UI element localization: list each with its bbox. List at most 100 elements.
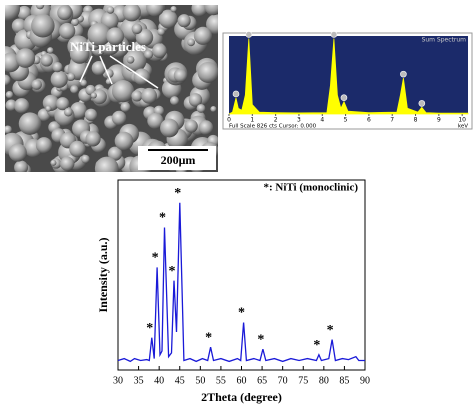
- peak-marker: *: [238, 306, 245, 321]
- particle: [17, 5, 32, 21]
- x-tick-label: 75: [298, 375, 308, 386]
- xrd-line: [117, 202, 365, 363]
- sem-image: NiTi particles 200μm: [5, 5, 218, 172]
- x-tick-label: 60: [237, 375, 247, 386]
- particle: [35, 5, 45, 10]
- peak-label-marker: [330, 31, 338, 38]
- x-tick-label: 1: [250, 117, 254, 124]
- x-tick-label: 3: [297, 117, 301, 124]
- particle: [107, 146, 123, 161]
- peak-marker: *: [174, 186, 181, 201]
- particle: [69, 44, 90, 64]
- y-axis-label: Intensity (a.u.): [96, 237, 110, 312]
- x-tick-label: 5: [344, 117, 348, 124]
- particle: [152, 43, 167, 58]
- particle: [173, 68, 188, 83]
- particle: [197, 61, 218, 83]
- arrows: [79, 55, 159, 89]
- peak-marker: *: [168, 264, 175, 279]
- arrow: [79, 55, 93, 83]
- x-tick-label: 40: [154, 375, 164, 386]
- particle: [63, 107, 73, 117]
- arrow: [99, 55, 113, 85]
- x-tick-label: 2: [274, 117, 278, 124]
- particle: [14, 98, 30, 114]
- particle: [106, 6, 115, 14]
- x-tick-label: 8: [414, 117, 418, 124]
- particle: [111, 110, 127, 126]
- particle: [191, 5, 208, 17]
- legend-note: *: NiTi (monoclinic): [263, 182, 358, 194]
- particle: [47, 47, 54, 54]
- particle: [57, 5, 72, 21]
- peak-marker: *: [152, 251, 159, 266]
- particle: [193, 26, 213, 45]
- particle: [184, 119, 198, 133]
- particle: [131, 90, 143, 102]
- particle: [198, 120, 214, 135]
- arrow: [109, 55, 159, 89]
- particle: [5, 125, 12, 134]
- particle: [141, 87, 157, 104]
- particle: [85, 131, 101, 147]
- particle: [114, 131, 134, 151]
- particle: [90, 92, 97, 99]
- particle: [67, 72, 76, 81]
- particle: [143, 49, 154, 59]
- particle: [158, 9, 178, 29]
- particle: [196, 103, 206, 113]
- particle: [15, 48, 36, 68]
- peak-marker: *: [257, 332, 264, 347]
- peak-marker: *: [327, 323, 334, 338]
- eds-title: Sum Spectrum: [422, 37, 467, 44]
- particle: [123, 49, 147, 73]
- particle: [188, 93, 203, 107]
- x-tick-label: 7: [390, 117, 394, 124]
- x-axis-label: 2Theta (degree): [201, 390, 282, 404]
- x-tick-label: 35: [134, 375, 144, 386]
- peak-marker: *: [159, 211, 166, 226]
- particle: [177, 14, 191, 28]
- particle: [80, 79, 88, 87]
- x-tick-label: 50: [195, 375, 205, 386]
- x-tick-label: 55: [216, 375, 226, 386]
- particle: [50, 70, 68, 88]
- peak-label-marker: [400, 70, 407, 78]
- particle: [5, 99, 18, 112]
- particle: [31, 13, 55, 38]
- x-tick-label: 4: [320, 117, 324, 124]
- peak-label-marker: [340, 94, 348, 102]
- particle: [122, 5, 141, 22]
- peak-label-marker: [232, 90, 240, 98]
- particle: [8, 143, 27, 162]
- peak-marker: *: [205, 330, 212, 345]
- particle: [94, 156, 119, 172]
- x-tick-label: 85: [339, 375, 349, 386]
- peak-label-marker: [245, 31, 253, 38]
- particle: [106, 27, 125, 46]
- x-tick-label: 65: [257, 375, 267, 386]
- eds-spectrum: [228, 38, 469, 115]
- particle: [131, 23, 143, 35]
- particle: [14, 160, 29, 172]
- particle: [59, 156, 75, 171]
- x-tick-label: 6: [367, 117, 371, 124]
- x-unit: keV: [458, 124, 468, 130]
- particle: [111, 79, 135, 103]
- peak-label-marker: [418, 100, 426, 107]
- particle: [69, 140, 86, 158]
- particle: [170, 96, 180, 106]
- x-tick-label: 30: [113, 375, 123, 386]
- particle: [146, 5, 165, 17]
- particle: [91, 60, 107, 76]
- particle: [204, 5, 218, 16]
- particle: [5, 90, 14, 99]
- particle: [120, 101, 131, 113]
- particle: [87, 22, 111, 47]
- particle: [50, 159, 57, 166]
- x-tick-label: 10: [458, 117, 466, 124]
- particle: [31, 79, 42, 90]
- x-tick-label: 70: [278, 375, 288, 386]
- particle: [5, 5, 21, 21]
